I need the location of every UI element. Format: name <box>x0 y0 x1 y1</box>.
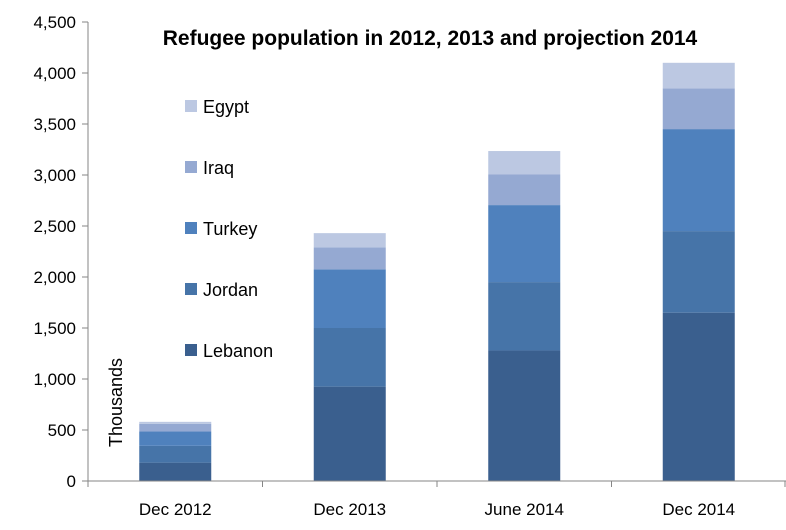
bar-egypt-june-2014 <box>488 151 561 175</box>
bar-egypt-dec-2013 <box>313 233 386 248</box>
bar-turkey-june-2014 <box>488 205 561 283</box>
bar-jordan-june-2014 <box>488 282 561 351</box>
y-tick-label: 2,000 <box>33 268 76 287</box>
y-tick-label: 0 <box>67 472 76 491</box>
bar-jordan-dec-2012 <box>139 445 212 463</box>
bar-iraq-june-2014 <box>488 174 561 206</box>
y-axis-label: Thousands <box>106 358 126 447</box>
bar-lebanon-dec-2014 <box>662 312 735 481</box>
bar-turkey-dec-2012 <box>139 431 212 446</box>
y-tick-label: 4,000 <box>33 64 76 83</box>
legend-label-egypt: Egypt <box>203 97 249 117</box>
x-axis: Dec 2012 Dec 2013 June 2014 Dec 2014 <box>87 480 786 519</box>
bar-lebanon-dec-2013 <box>313 386 386 481</box>
legend-label-lebanon: Lebanon <box>203 341 273 361</box>
legend-swatch-lebanon <box>185 344 197 356</box>
bar-turkey-dec-2014 <box>662 129 735 232</box>
y-tick-label: 2,500 <box>33 217 76 236</box>
legend-label-turkey: Turkey <box>203 219 257 239</box>
legend: Egypt Iraq Turkey Jordan Lebanon <box>185 97 273 361</box>
bar-jordan-dec-2013 <box>313 328 386 387</box>
legend-swatch-iraq <box>185 161 197 173</box>
plot-area <box>139 62 735 481</box>
legend-swatch-egypt <box>185 100 197 112</box>
legend-label-iraq: Iraq <box>203 158 234 178</box>
bar-lebanon-june-2014 <box>488 350 561 481</box>
chart-title: Refugee population in 2012, 2013 and pro… <box>163 27 698 50</box>
y-axis: 0 500 1,000 1,500 2,000 2,500 3,000 3,500 4,000 4… <box>33 13 89 491</box>
bar-jordan-dec-2014 <box>662 231 735 313</box>
y-tick-label: 1,000 <box>33 370 76 389</box>
x-tick-label: Dec 2013 <box>313 500 386 519</box>
bar-egypt-dec-2012 <box>139 421 212 424</box>
y-tick-label: 4,500 <box>33 13 76 32</box>
bar-lebanon-dec-2012 <box>139 462 212 481</box>
bar-iraq-dec-2013 <box>313 247 386 270</box>
bar-iraq-dec-2014 <box>662 88 735 130</box>
x-tick-label: Dec 2012 <box>139 500 212 519</box>
y-tick-label: 3,000 <box>33 166 76 185</box>
bar-iraq-dec-2012 <box>139 423 212 432</box>
x-tick-label: June 2014 <box>485 500 564 519</box>
y-tick-label: 500 <box>48 421 76 440</box>
y-tick-label: 3,500 <box>33 115 76 134</box>
legend-swatch-jordan <box>185 283 197 295</box>
bar-egypt-dec-2014 <box>662 62 735 89</box>
x-tick-label: Dec 2014 <box>662 500 735 519</box>
legend-swatch-turkey <box>185 222 197 234</box>
y-tick-label: 1,500 <box>33 319 76 338</box>
bar-turkey-dec-2013 <box>313 269 386 328</box>
legend-label-jordan: Jordan <box>203 280 258 300</box>
